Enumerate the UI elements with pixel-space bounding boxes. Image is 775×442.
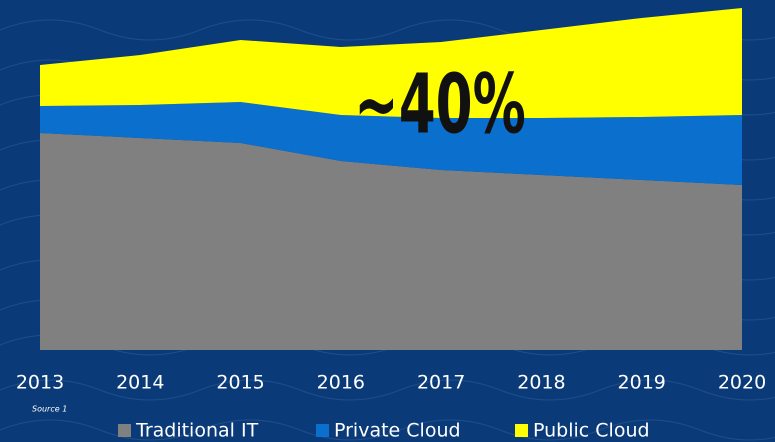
legend-swatch [118, 424, 131, 437]
x-tick-label: 2014 [116, 372, 164, 394]
annotation: ~40% [354, 57, 526, 152]
legend-swatch [316, 424, 329, 437]
x-tick-label: 2016 [317, 372, 365, 394]
area [40, 102, 742, 185]
source-note: Source 1 [32, 405, 67, 414]
plot [40, 8, 742, 350]
x-tick-label: 2018 [517, 372, 565, 394]
legend-swatch [515, 424, 528, 437]
x-tick-label: 2013 [16, 372, 64, 394]
x-tick-label: 2020 [718, 372, 766, 394]
legend-label: Traditional IT [135, 420, 259, 442]
x-tick-label: 2017 [417, 372, 465, 394]
legend-label: Public Cloud [533, 420, 650, 442]
x-tick-label: 2015 [216, 372, 264, 394]
x-tick-label: 2019 [618, 372, 666, 394]
area [40, 8, 742, 118]
legend-label: Private Cloud [334, 420, 461, 442]
area [40, 133, 742, 350]
legend: Traditional IT Private Cloud Public Cloud [118, 420, 650, 442]
